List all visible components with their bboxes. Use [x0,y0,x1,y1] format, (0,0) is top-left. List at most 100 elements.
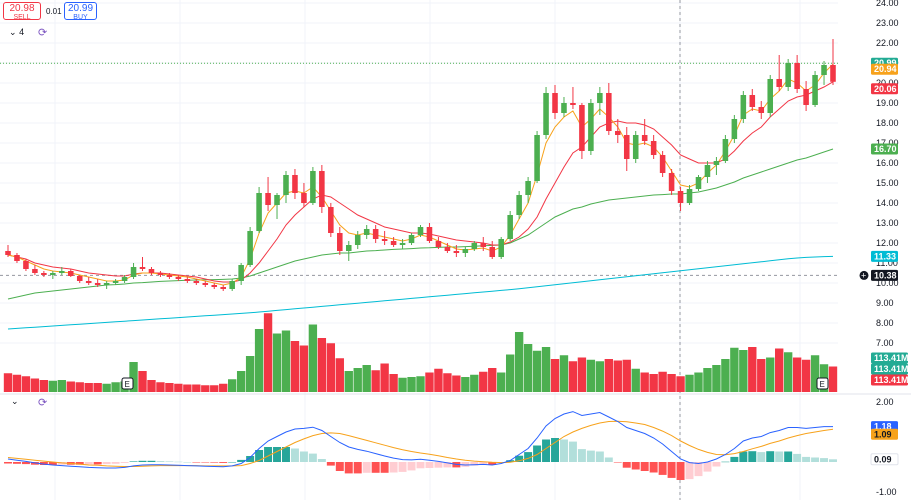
svg-text:113.41M: 113.41M [874,375,909,385]
volume-bar [505,354,515,392]
add-alert-icon[interactable] [859,270,869,280]
candle [390,237,397,247]
volume-bar [416,376,425,392]
price-tick-label: 12.00 [876,238,899,248]
indicator-count: 4 [19,27,25,37]
volume-bar [622,359,631,392]
volume-bar [613,360,622,392]
candle [606,83,612,135]
macd-histogram-bar [398,462,407,472]
candle [659,151,666,177]
volume-bar [201,385,210,392]
price-tick-label: 7.00 [876,338,894,348]
volume-bar [281,330,291,392]
volume-bar [461,377,470,392]
candle [534,131,540,183]
volume-bar [21,376,31,392]
svg-text:1.18: 1.18 [874,422,892,432]
volume-bar [407,377,416,392]
macd-histogram-bar [551,438,559,462]
volume-bar [595,361,605,392]
volume-bar [766,357,775,392]
macd-histogram-bar [488,462,497,465]
svg-text:113.41M: 113.41M [874,353,909,363]
candle [749,89,756,111]
candle [713,157,720,175]
macd-histogram-bar [362,462,371,473]
refresh-icon[interactable]: ⟳ [38,397,48,409]
refresh-icon[interactable]: ⟳ [38,27,48,39]
volume-bar [326,343,336,392]
candle [561,97,567,117]
volume-bar [488,368,497,392]
macd-histogram-bar [622,462,631,468]
volume-bar [389,374,398,392]
candle [247,227,253,267]
candle [337,227,343,255]
macd-histogram-bar [667,462,676,478]
volume-bar [577,357,587,392]
macd-histogram-bar [380,462,389,473]
earnings-marker[interactable]: E [816,377,829,390]
macd-histogram-bar [371,462,380,473]
candle [166,273,173,279]
volume-bar [165,383,174,392]
candle [310,167,316,205]
volume-bar [470,374,479,392]
macd-histogram-bar [524,452,533,462]
svg-text:20.06: 20.06 [874,84,897,94]
candle [489,241,496,259]
macd-tick-label: 2.00 [876,397,894,407]
volume-bar [757,359,766,392]
chevron-down-icon[interactable]: ⌄ [11,396,19,406]
macd-histogram-bar [129,461,138,462]
price-axis[interactable]: 24.0023.0022.0021.0020.0019.0018.0017.00… [876,0,899,497]
macd-histogram-bar [586,450,595,462]
candle [50,271,56,279]
macd-line [7,411,833,469]
candle [462,247,469,257]
sell-button[interactable]: 20.98 SELL [3,2,41,21]
macd-histogram-bar [165,461,174,462]
price-tag: 20.06 [871,83,898,95]
price-tick-label: 24.00 [876,0,899,8]
price-tick-label: 23.00 [876,18,899,28]
candle [67,269,74,277]
volume-bar [290,341,300,392]
macd-histogram-bar [335,462,344,471]
macd-tag: 0.09 [870,453,899,466]
macd-tick-label: -1.00 [876,487,897,497]
macd-histogram-bar [93,462,102,465]
macd-histogram-bar [344,462,353,474]
indicators-collapse-button[interactable]: ⌄ 4 [9,27,24,38]
buy-label: BUY [73,14,88,21]
earnings-marker[interactable]: E [121,377,134,390]
volume-bar [335,358,344,392]
price-tick-label: 15.00 [876,178,899,188]
volume-bar [398,377,407,392]
candle [274,193,280,219]
macd-histogram-bar [658,462,667,475]
volume-bar [658,371,667,392]
volume-bar [694,372,703,392]
candle [758,101,765,119]
candle [229,279,235,291]
volume-bar [317,338,327,392]
macd-histogram-bar [434,462,443,468]
volume-bar [792,357,802,392]
volume-bar [676,376,685,392]
macd-histogram-bar [604,457,613,462]
volume-bar [147,380,156,392]
candle [408,233,415,245]
price-tick-label: 14.00 [876,198,899,208]
volume-bar [559,355,569,392]
buy-button[interactable]: 20.99 BUY [64,2,97,21]
macd-histogram-bar [84,462,93,465]
volume-bar [721,359,730,392]
macd-histogram-bar [802,456,811,462]
volume-bar [649,374,658,392]
candle [328,203,334,237]
svg-text:0.09: 0.09 [874,454,892,464]
